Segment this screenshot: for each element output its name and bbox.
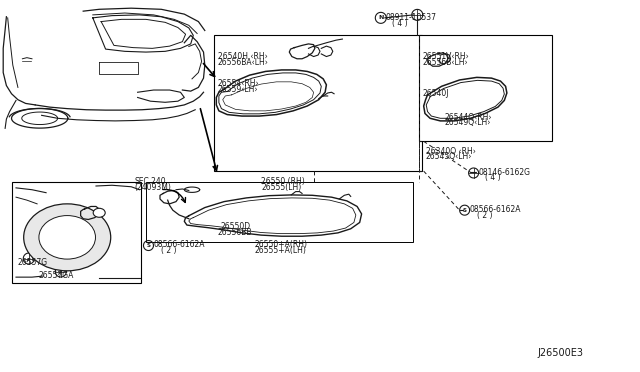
Text: J26500E3: J26500E3 xyxy=(538,349,584,358)
Text: 26556BA‹LH›: 26556BA‹LH› xyxy=(218,58,268,67)
Text: 26550 (RH): 26550 (RH) xyxy=(261,177,305,186)
Text: 26557GA: 26557GA xyxy=(38,271,74,280)
Bar xyxy=(146,182,413,242)
Text: 08566-6162A: 08566-6162A xyxy=(154,240,205,249)
Text: 26550+A(RH): 26550+A(RH) xyxy=(255,240,308,249)
Text: 26551V‹RH›: 26551V‹RH› xyxy=(422,52,469,61)
Text: 26544Q‹RH›: 26544Q‹RH› xyxy=(445,113,492,122)
Ellipse shape xyxy=(39,216,95,259)
Ellipse shape xyxy=(24,204,111,271)
Text: 26554‹RH›: 26554‹RH› xyxy=(218,79,259,88)
Text: S: S xyxy=(147,243,150,248)
Bar xyxy=(12,182,141,283)
Text: 08146-6162G: 08146-6162G xyxy=(479,168,531,177)
Text: 26557G: 26557G xyxy=(18,258,48,267)
Text: 26545Q‹LH›: 26545Q‹LH› xyxy=(426,153,472,161)
Text: ( 2 ): ( 2 ) xyxy=(477,211,492,219)
Text: 08566-6162A: 08566-6162A xyxy=(470,205,521,214)
Text: S: S xyxy=(463,208,467,213)
Bar xyxy=(214,35,422,171)
Text: 26540H ‹RH›: 26540H ‹RH› xyxy=(218,52,268,61)
Text: SEC.240: SEC.240 xyxy=(134,177,166,186)
Text: 26550D: 26550D xyxy=(221,222,251,231)
Text: 26340Q ‹RH›: 26340Q ‹RH› xyxy=(426,147,476,156)
Text: 26556BB: 26556BB xyxy=(218,228,252,237)
Bar xyxy=(419,35,552,141)
Text: N: N xyxy=(378,15,383,20)
Text: 26559‹LH›: 26559‹LH› xyxy=(218,85,258,94)
Ellipse shape xyxy=(93,208,105,217)
Text: 08911-10537: 08911-10537 xyxy=(386,13,437,22)
Text: 26556B‹LH›: 26556B‹LH› xyxy=(422,58,468,67)
Text: 26549Q‹LH›: 26549Q‹LH› xyxy=(445,118,491,127)
Text: 26555+A(LH): 26555+A(LH) xyxy=(255,246,307,255)
Text: ( 2 ): ( 2 ) xyxy=(161,246,177,255)
Text: 26555(LH): 26555(LH) xyxy=(261,183,301,192)
Text: 26540J: 26540J xyxy=(422,89,449,98)
Text: ( 4 ): ( 4 ) xyxy=(485,173,500,182)
Text: (24093M): (24093M) xyxy=(134,183,172,192)
Text: ( 4 ): ( 4 ) xyxy=(392,19,408,28)
